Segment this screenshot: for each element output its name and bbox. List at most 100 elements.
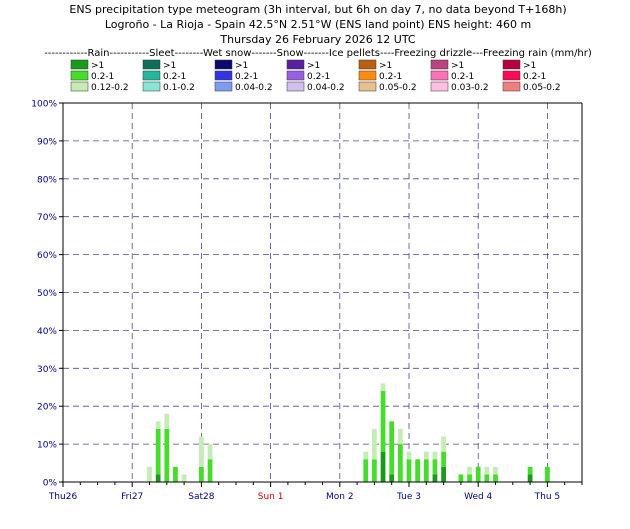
bar-segment-rain-light [467,466,472,475]
y-tick-label: 30% [37,365,57,375]
bar-segment-rain-light [432,451,438,460]
chart-title: ENS precipitation type meteogram (3h int… [69,3,566,46]
legend-swatch [214,59,233,70]
bar-segment-rain-light [380,383,386,392]
legend-swatch [430,59,449,70]
x-tick-label: Sun 1 [258,492,284,502]
y-tick-label: 70% [37,213,57,223]
y-tick-label: 90% [37,137,57,147]
y-tick-label: 20% [37,403,57,413]
legend-label: 0.05-0.2 [379,83,417,93]
bar-segment-rain-light [372,428,377,460]
y-tick-label: 40% [37,327,57,337]
axes: 0% 10% 20% 30% 40% 50% 60% 70% 80% 90% 100% Thu26 Fr… [31,100,583,502]
legend-swatch [70,70,89,81]
bar-segment-rain-moderate [423,459,429,482]
legend-label: >1 [235,61,248,71]
legend-swatch [214,81,233,92]
bar-segment-rain-light [484,466,490,475]
legend-label: 0.12-0.2 [91,83,129,93]
legend-label: 0.2-1 [163,72,186,82]
legend-swatch [142,81,161,92]
bar-segment-rain-heavy [155,474,161,482]
bar-segment-rain-light [181,474,187,482]
x-tick-label: Mon 2 [326,492,354,502]
chart-title-line: Thursday 26 February 2026 12 UTC [219,33,415,46]
legend-label: 0.04-0.2 [307,83,345,93]
legend-swatch [502,70,521,81]
legend: >10.2-10.12-0.2>10.2-10.1-0.2>10.2-10.04… [70,59,561,93]
x-tick-label: Thu26 [48,492,78,502]
bar-segment-rain-moderate [527,466,533,475]
legend-label: 0.2-1 [523,72,546,82]
bar-segment-rain-moderate [406,459,412,482]
chart-title-line: ENS precipitation type meteogram (3h int… [69,3,566,16]
bar-segment-rain-light [423,451,429,460]
bar-segment-rain-moderate [389,421,395,475]
bar-segment-rain-moderate [458,474,464,482]
bar-segment-rain-moderate [545,466,550,482]
bar-segment-rain-heavy [389,474,395,482]
plot-area [63,102,582,482]
legend-label: 0.2-1 [379,72,402,82]
bar-segment-rain-heavy [441,466,446,482]
legend-label: >1 [91,61,104,71]
legend-swatch [358,59,377,70]
bar-segment-rain-moderate [363,459,369,482]
y-tick-label: 10% [37,441,57,451]
legend-label: 0.1-0.2 [163,83,195,93]
legend-label: 0.04-0.2 [235,83,273,93]
legend-swatch [70,59,89,70]
bar-segment-rain-light [199,436,204,467]
bar-segment-rain-moderate [380,391,386,452]
bar-segment-rain-heavy [432,474,438,482]
legend-swatch [214,70,233,81]
bar-segment-rain-moderate [415,459,421,482]
legend-label: >1 [163,61,176,71]
bar-segment-rain-light [441,436,446,452]
legend-swatch [430,81,449,92]
legend-swatch [142,70,161,81]
x-tick-label: Wed 4 [464,492,492,502]
bar-segment-rain-light [207,444,213,460]
legend-label: 0.2-1 [235,72,258,82]
legend-swatch [358,81,377,92]
legend-swatch [502,81,521,92]
bar-segment-rain-moderate [164,428,170,482]
legend-label: 0.2-1 [91,72,114,82]
bar-segment-rain-light [397,428,403,445]
chart-title-line: Logroño - La Rioja - Spain 42.5°N 2.51°W… [105,18,531,31]
legend-label: >1 [523,61,536,71]
legend-label: 0.2-1 [307,72,330,82]
legend-swatch [286,81,305,92]
legend-label: 0.05-0.2 [523,83,561,93]
legend-label: 0.2-1 [451,72,474,82]
bar-segment-rain-moderate [397,444,403,482]
bars [147,383,550,482]
bar-segment-rain-light [147,466,152,482]
bar-segment-rain-heavy [380,451,386,482]
bar-segment-rain-moderate [155,428,161,475]
bar-segment-rain-moderate [493,474,498,482]
bar-segment-rain-moderate [372,459,377,482]
x-tick-label: Tue 3 [396,492,421,502]
bar-segment-rain-moderate [467,474,472,482]
bar-segment-rain-moderate [441,451,446,467]
bar-segment-rain-moderate [199,466,204,482]
bar-segment-rain-light [164,413,170,429]
bar-segment-rain-moderate [484,474,490,482]
bar-segment-rain-light [155,421,161,429]
legend-swatch [286,70,305,81]
legend-swatch [142,59,161,70]
x-tick-label: Fri27 [121,492,143,502]
bar-segment-rain-moderate [475,466,481,482]
bar-segment-rain-heavy [527,474,533,482]
y-tick-label: 0% [43,479,58,489]
bar-segment-rain-light [363,451,369,460]
legend-swatch [286,59,305,70]
x-tick-label: Thu 5 [534,492,561,502]
y-tick-label: 50% [37,289,57,299]
legend-label: >1 [451,61,464,71]
